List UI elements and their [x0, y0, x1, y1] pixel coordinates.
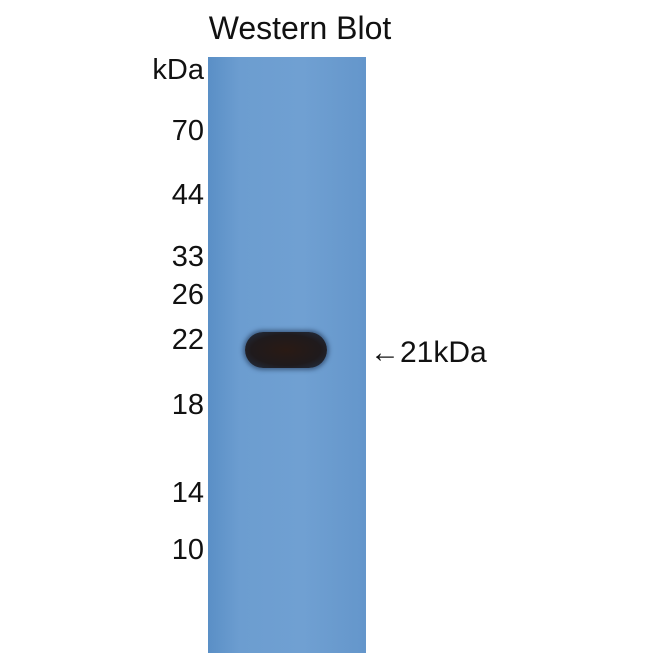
marker-label: 10: [171, 534, 204, 566]
marker-label: 33: [171, 241, 204, 273]
protein-band: [245, 332, 327, 368]
marker-label: 14: [171, 477, 204, 509]
figure-title: Western Blot: [208, 10, 392, 46]
marker-label: 44: [171, 179, 204, 211]
marker-label: 22: [171, 324, 204, 356]
marker-label: 18: [171, 389, 204, 421]
marker-label: 70: [171, 115, 204, 147]
band-annotation: ←21kDa: [370, 336, 487, 369]
marker-label: 26: [171, 279, 204, 311]
unit-label: kDa: [152, 54, 204, 86]
